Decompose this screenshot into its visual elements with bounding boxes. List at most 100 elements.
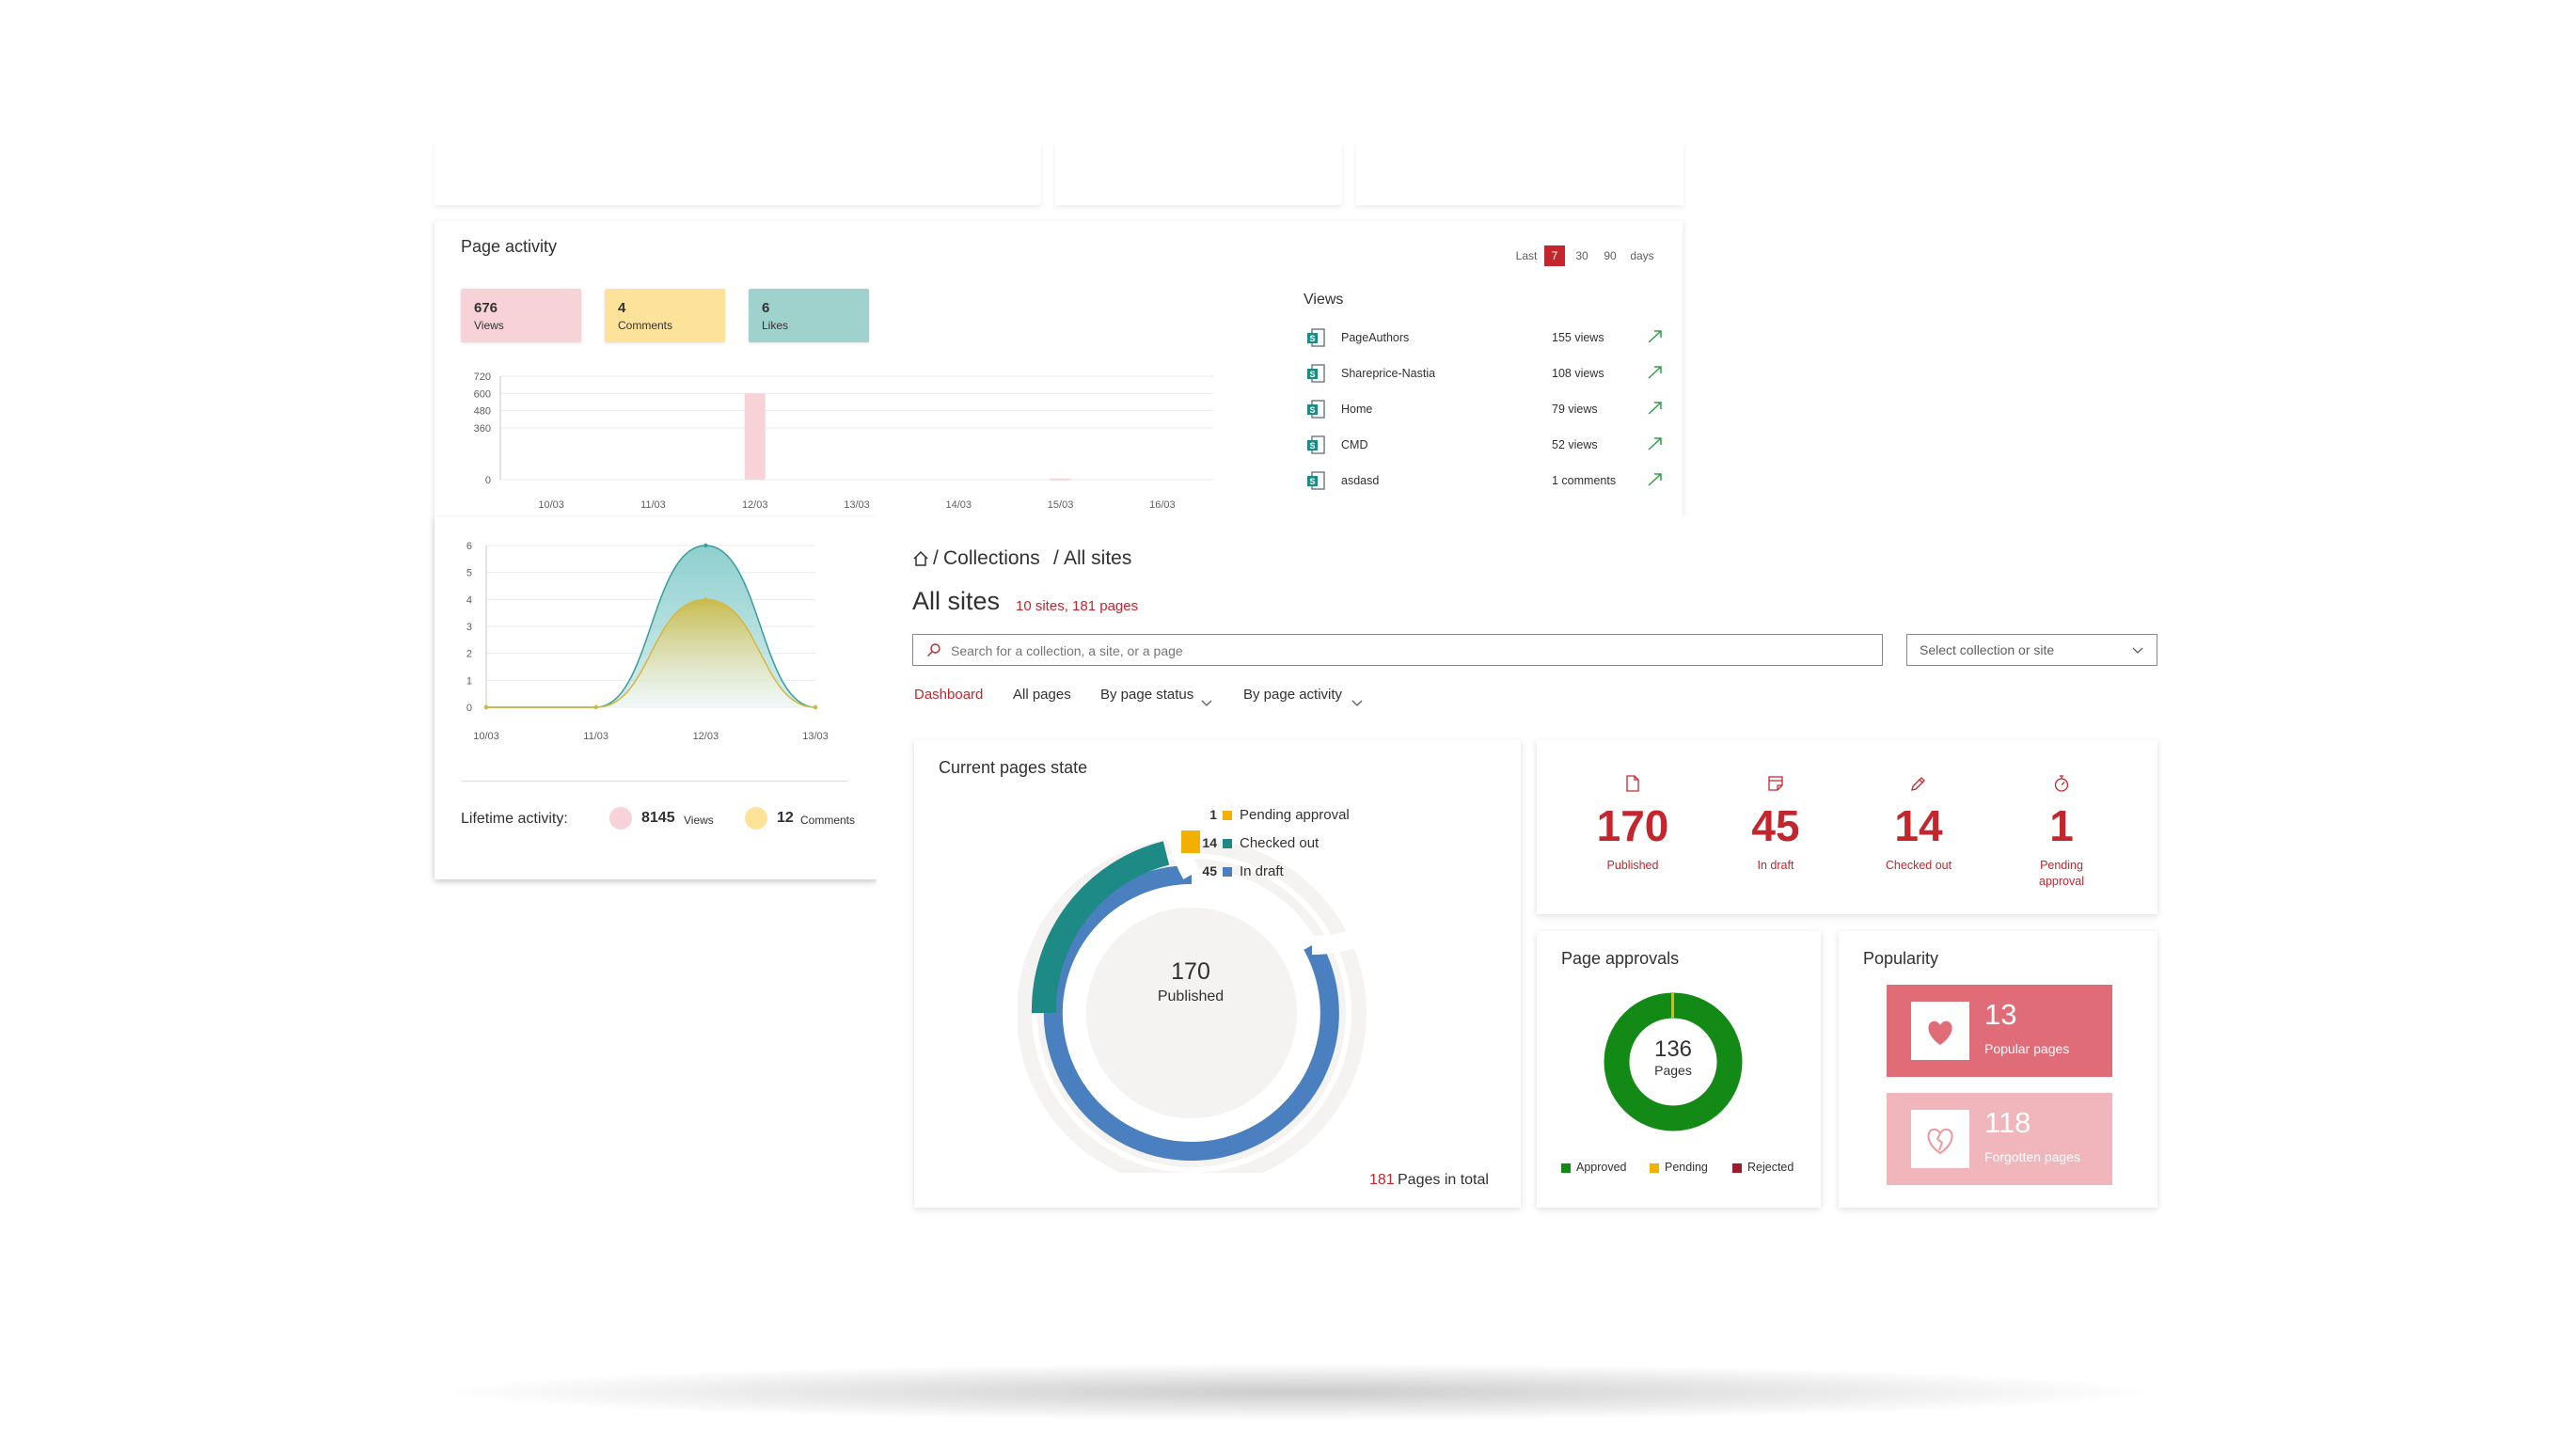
stat-comments-label: Comments: [618, 319, 673, 332]
current-pages-state-title: Current pages state: [939, 758, 1088, 777]
area-chart-area: [486, 599, 815, 707]
trend-up-arrow-icon: [1648, 330, 1662, 343]
trend-up-arrow-icon: [1648, 366, 1662, 379]
floor-shadow: [451, 1364, 2144, 1420]
approvals-legend-label: Approved: [1576, 1161, 1627, 1174]
chevron-down-icon: [1351, 700, 1363, 706]
breadcrumb-sep: /: [1053, 547, 1059, 569]
state-legend-swatch: [1223, 811, 1232, 820]
breadcrumb-sep: /: [933, 547, 939, 569]
lifetime-area-chart: 6 5 4 3 2 1 0 10/03 11/03 12/03 13/03: [466, 541, 829, 742]
views-list-name[interactable]: CMD: [1341, 438, 1368, 451]
lifetime-activity-card: 6 5 4 3 2 1 0 10/03 11/03 12/03 13/03 Lifetime act…: [435, 517, 877, 879]
views-list-row[interactable]: S Shareprice-Nastia 108 views: [1305, 363, 1682, 386]
page-icon: [1626, 775, 1639, 792]
svg-text:S: S: [1309, 334, 1315, 343]
area-chart-point: [703, 543, 708, 548]
bar-chart-y-tick: 0: [485, 475, 491, 486]
svg-text:S: S: [1309, 477, 1315, 486]
popular-pages-icon-box: [1911, 1002, 1969, 1060]
views-list-count: 108 views: [1552, 367, 1604, 380]
collection-select[interactable]: Select collection or site: [1906, 634, 2157, 666]
bar-chart-y-tick: 600: [474, 388, 491, 400]
home-icon[interactable]: [912, 550, 929, 567]
stat-views[interactable]: 676 Views: [461, 289, 581, 342]
popularity-title: Popularity: [1863, 949, 1939, 968]
bar-chart-x-tick: 10/03: [538, 499, 564, 511]
approvals-legend-swatch: [1650, 1163, 1659, 1173]
sharepoint-page-icon: S: [1307, 328, 1325, 347]
views-list-name[interactable]: asdasd: [1341, 474, 1380, 487]
lifetime-comments-value: 12: [777, 810, 794, 826]
state-legend-swatch: [1223, 839, 1232, 848]
tab-by-page-activity[interactable]: By page activity: [1243, 687, 1343, 703]
forgotten-pages-value: 118: [1984, 1106, 2031, 1139]
svg-text:S: S: [1309, 370, 1315, 379]
views-list-row[interactable]: S PageAuthors 155 views: [1305, 327, 1682, 350]
page-activity-title: Page activity: [461, 237, 558, 256]
pages-state-center-value: 170: [1171, 958, 1210, 985]
approvals-center-label: Pages: [1654, 1063, 1692, 1078]
forgotten-pages-label: Forgotten pages: [1984, 1149, 2080, 1164]
views-list-name[interactable]: PageAuthors: [1341, 331, 1410, 344]
area-chart-x-tick: 11/03: [583, 731, 608, 742]
stat-likes-label: Likes: [762, 319, 789, 332]
range-option-7[interactable]: 7: [1544, 245, 1565, 266]
svg-text:S: S: [1309, 441, 1315, 451]
trend-up-arrow-icon: [1648, 402, 1662, 415]
area-chart-x-tick: 12/03: [693, 731, 719, 742]
bar-chart-x-tick: 13/03: [844, 499, 870, 511]
sharepoint-page-icon: S: [1307, 364, 1325, 383]
views-list-row[interactable]: S CMD 52 views: [1305, 435, 1682, 457]
search-box[interactable]: [912, 634, 1883, 666]
views-list-name[interactable]: Shareprice-Nastia: [1341, 367, 1436, 380]
forgotten-pages-tile[interactable]: 118 Forgotten pages: [1887, 1093, 2112, 1185]
stat-likes[interactable]: 6 Likes: [749, 289, 869, 342]
approvals-legend-label: Pending: [1665, 1161, 1708, 1174]
area-chart-y-tick: 6: [466, 541, 472, 552]
bar-chart-x-tick: 11/03: [640, 499, 666, 511]
popular-pages-tile[interactable]: 13 Popular pages: [1887, 985, 2112, 1077]
summary-label: Pending approval: [2039, 859, 2084, 888]
tab-all-pages[interactable]: All pages: [1013, 687, 1071, 703]
area-chart-point: [813, 704, 818, 710]
lifetime-divider: [461, 781, 848, 782]
search-input[interactable]: [949, 640, 1856, 662]
lifetime-comments-label: Comments: [800, 814, 856, 827]
state-legend-label: In draft: [1240, 863, 1284, 879]
chevron-down-icon: [2132, 647, 2143, 654]
pages-total-label: Pages in total: [1398, 1172, 1489, 1188]
views-list-name[interactable]: Home: [1341, 403, 1373, 416]
range-option-30[interactable]: 30: [1575, 249, 1588, 262]
background-card: [1055, 141, 1342, 205]
stat-comments[interactable]: 4 Comments: [605, 289, 725, 342]
stat-views-label: Views: [474, 319, 504, 332]
bar-chart-y-tick: 480: [474, 406, 491, 418]
bar-chart-y-tick: 720: [474, 372, 491, 383]
page-approvals-title: Page approvals: [1561, 949, 1680, 968]
pencil-icon: [1911, 777, 1925, 791]
breadcrumb-collections[interactable]: Collections: [943, 547, 1040, 569]
summary-value: 14: [1894, 801, 1943, 850]
views-list-row[interactable]: S Home 79 views: [1305, 399, 1682, 421]
approvals-donut: [1604, 992, 1743, 1131]
background-card: [435, 141, 1041, 205]
stat-likes-value: 6: [762, 300, 770, 316]
tab-by-page-status[interactable]: By page status: [1100, 687, 1194, 703]
summary-label: Published: [1606, 859, 1659, 872]
lifetime-views-value: 8145: [641, 810, 675, 826]
breadcrumb-all-sites[interactable]: All sites: [1064, 547, 1132, 569]
lifetime-label: Lifetime activity:: [461, 811, 568, 827]
area-chart-y-tick: 0: [466, 703, 472, 714]
approvals-legend-swatch: [1732, 1163, 1742, 1173]
tab-dashboard[interactable]: Dashboard: [914, 687, 984, 703]
state-legend-value: 45: [1202, 863, 1217, 878]
pages-state-center-label: Published: [1157, 988, 1225, 1004]
lifetime-views-dot: [609, 807, 632, 830]
area-chart-y-tick: 4: [466, 594, 472, 606]
background-card: [1356, 141, 1683, 205]
range-suffix: days: [1630, 249, 1654, 262]
range-option-90[interactable]: 90: [1604, 249, 1617, 262]
views-bar-chart: 720 600 480 360 0 10/03 11/03 12/03 13/03 14/03 15…: [474, 372, 1213, 511]
